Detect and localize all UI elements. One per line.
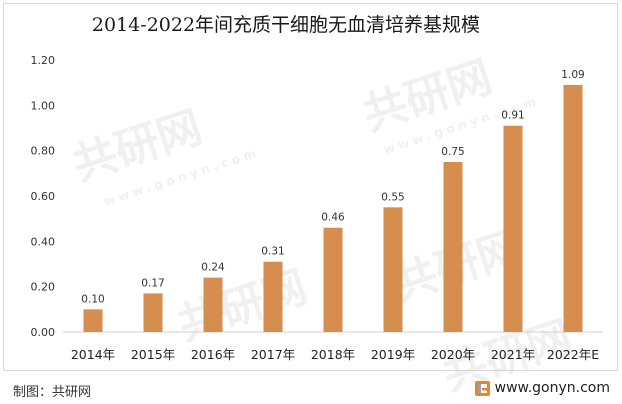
y-tick-label: 0.40 <box>31 235 56 248</box>
y-tick-label: 0.80 <box>31 145 56 158</box>
y-tick-label: 0.00 <box>31 326 56 339</box>
y-tick-label: 0.60 <box>31 190 56 203</box>
site-link[interactable]: www.gonyn.com <box>474 380 610 396</box>
x-tick-label: 2015年 <box>131 347 175 362</box>
data-label: 0.24 <box>201 262 225 274</box>
gonyn-logo-icon <box>474 380 490 396</box>
data-label: 0.55 <box>381 191 404 203</box>
data-label: 0.17 <box>141 277 164 289</box>
site-url: www.gonyn.com <box>494 380 610 396</box>
y-tick-label: 1.00 <box>31 99 56 112</box>
bar <box>263 261 283 332</box>
x-tick-label: 2021年 <box>491 347 535 362</box>
y-tick-label: 0.20 <box>31 281 56 294</box>
x-tick-label: 2016年 <box>191 347 235 362</box>
x-tick-label: 2018年 <box>311 347 355 362</box>
data-label: 1.09 <box>561 69 584 81</box>
x-tick-label: 2017年 <box>251 347 295 362</box>
bar <box>383 207 403 332</box>
footer: 制图：共研网 www.gonyn.com <box>0 372 622 404</box>
bar <box>143 293 163 332</box>
bar <box>443 162 463 332</box>
bar <box>503 125 523 332</box>
data-label: 0.46 <box>321 212 345 224</box>
bar <box>563 84 583 332</box>
data-label: 0.31 <box>261 246 284 258</box>
data-label: 0.10 <box>81 293 104 305</box>
bar <box>203 277 223 332</box>
data-label: 0.75 <box>441 146 464 158</box>
y-tick-label: 1.20 <box>31 54 56 67</box>
data-label: 0.91 <box>501 110 524 122</box>
credit-text: 制图：共研网 <box>13 385 92 400</box>
x-tick-label: 2022年E <box>547 347 599 362</box>
chart-frame <box>3 3 618 371</box>
bar <box>83 309 103 332</box>
x-tick-label: 2014年 <box>71 347 115 362</box>
x-tick-label: 2019年 <box>371 347 415 362</box>
bar <box>323 227 343 332</box>
x-tick-label: 2020年 <box>431 347 475 362</box>
bar-chart: 0.00 0.20 0.40 0.60 0.80 1.00 1.20 0.10 2014年 0.1… <box>31 54 603 362</box>
chart-title: 2014-2022年间充质干细胞无血清培养基规模 <box>91 14 481 36</box>
